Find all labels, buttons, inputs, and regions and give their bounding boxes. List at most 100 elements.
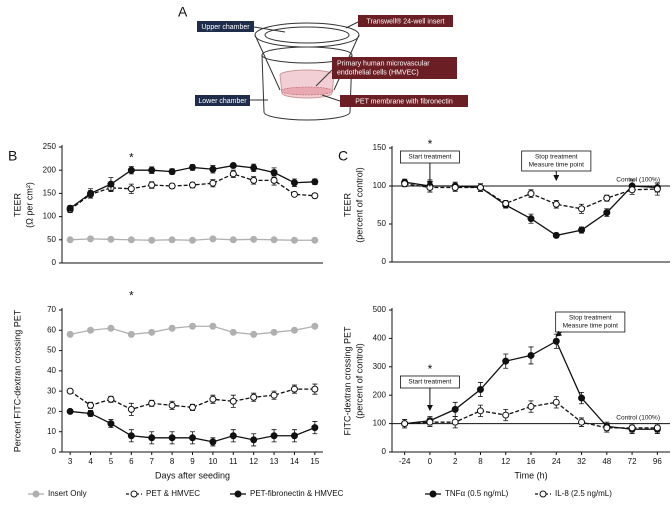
diagram-label: Lower chamber — [198, 98, 247, 105]
data-point — [527, 215, 535, 223]
data-point — [502, 357, 510, 365]
data-point — [229, 236, 237, 244]
significance-mark: * — [129, 151, 134, 165]
data-point — [189, 163, 196, 171]
insert-rim-inner — [264, 26, 350, 44]
x-tick-label: 15 — [310, 457, 319, 466]
data-point — [168, 324, 176, 332]
reference-label: Control (100%) — [616, 177, 660, 184]
annotation-text: Stop treatment — [569, 315, 612, 322]
x-tick-label: 48 — [602, 457, 611, 466]
data-point — [426, 418, 434, 426]
y-axis-label: FITC-dextran crossing PET — [342, 326, 352, 436]
x-tick-label: 12 — [249, 457, 258, 466]
diagram-label: endothelial cells (HMVEC) — [337, 69, 419, 76]
x-tick-label: 5 — [109, 457, 114, 466]
series-line — [404, 401, 658, 429]
y-tick-label: 50 — [377, 219, 386, 228]
label-box — [197, 21, 254, 32]
label-box — [340, 95, 468, 107]
diagram-label: Primary human microvascular — [337, 60, 430, 67]
legend-label: IL-8 (2.5 ng/mL) — [555, 489, 612, 498]
y-tick-label: 50 — [47, 346, 56, 355]
data-point — [311, 192, 319, 200]
annotation-text: Stop treatment — [535, 154, 578, 161]
data-point — [628, 186, 636, 194]
data-point — [189, 322, 196, 330]
significance-mark: * — [129, 289, 134, 303]
data-point — [148, 328, 156, 336]
data-point — [87, 326, 95, 334]
data-point — [229, 162, 237, 170]
x-tick-label: 72 — [628, 457, 637, 466]
annotation-box — [555, 311, 626, 333]
panel-label: B — [8, 148, 17, 164]
data-point — [603, 209, 611, 217]
y-tick-label: 0 — [382, 447, 387, 456]
data-point — [229, 432, 237, 440]
y-axis-label: (percent of control) — [354, 343, 364, 419]
legend-marker — [234, 490, 242, 498]
data-point — [502, 411, 510, 419]
y-tick-label: 100 — [373, 419, 387, 428]
data-point — [502, 199, 510, 207]
annotation-text: Start treatment — [408, 379, 451, 386]
y-tick-label: 20 — [47, 407, 56, 416]
transwell-diagram: Upper chamber Transwell® 24-well insert … — [195, 15, 468, 121]
data-point — [148, 399, 156, 407]
data-point — [168, 434, 176, 442]
data-point — [209, 322, 217, 330]
data-point — [270, 176, 278, 184]
x-tick-label: 11 — [229, 457, 238, 466]
pointer — [315, 69, 333, 87]
data-point — [229, 328, 237, 336]
data-point — [189, 181, 196, 189]
data-point — [148, 236, 156, 244]
data-point — [127, 166, 135, 174]
annotation-text: Measure time point — [529, 162, 584, 169]
data-point — [311, 236, 319, 244]
data-point — [401, 180, 409, 188]
pointer — [321, 94, 341, 102]
data-point — [209, 395, 217, 403]
reference-label: Control (100%) — [616, 414, 660, 421]
data-point — [552, 231, 560, 239]
y-tick-label: 0 — [52, 258, 57, 267]
data-point — [451, 184, 459, 192]
data-point — [189, 236, 196, 244]
data-point — [168, 236, 176, 244]
data-point — [578, 394, 586, 402]
x-axis-label: Days after seeding — [155, 470, 230, 480]
data-point — [270, 328, 278, 336]
legend-marker — [539, 490, 547, 498]
x-tick-label: 8 — [478, 457, 483, 466]
data-point — [290, 190, 298, 198]
legend-label: TNFα (0.5 ng/mL) — [445, 489, 509, 498]
data-point — [148, 434, 156, 442]
legend-label: PET & HMVEC — [146, 489, 200, 498]
diagram-label: PET membrane with fibronectin — [355, 98, 453, 105]
y-tick-label: 150 — [43, 189, 57, 198]
data-point — [66, 204, 74, 212]
x-tick-label: 3 — [68, 457, 73, 466]
data-point — [527, 351, 535, 359]
data-point — [107, 235, 115, 243]
legend-label: Insert Only — [48, 489, 87, 498]
y-tick-label: 70 — [47, 305, 56, 314]
annotation-text: Measure time point — [563, 323, 618, 330]
x-tick-label: 32 — [577, 457, 586, 466]
data-point — [127, 330, 135, 338]
data-point — [66, 387, 74, 395]
label-box — [358, 15, 453, 27]
x-tick-label: 4 — [88, 457, 93, 466]
x-tick-label: 13 — [270, 457, 279, 466]
data-point — [250, 436, 258, 444]
diagram-label: Upper chamber — [201, 24, 250, 31]
label-box — [332, 57, 457, 79]
legend-marker — [429, 490, 437, 498]
panel-label: C — [338, 148, 348, 164]
data-point — [290, 385, 298, 393]
data-point — [66, 236, 74, 244]
legend-marker — [130, 490, 138, 498]
